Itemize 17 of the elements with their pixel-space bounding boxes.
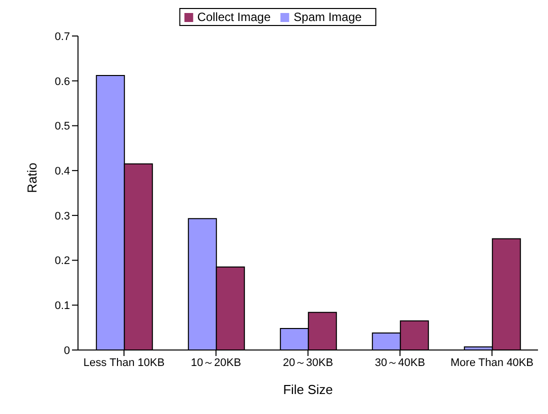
y-tick-label: 0.5 — [54, 120, 70, 133]
y-tick-label: 0.3 — [54, 210, 70, 222]
x-tick-label: 20～30KB — [282, 356, 334, 369]
x-tick-label: More Than 40KB — [450, 356, 534, 369]
y-tick-label: 0 — [64, 344, 70, 357]
y-tick-label: 0.2 — [54, 255, 70, 268]
y-axis-title: Ratio — [24, 162, 40, 193]
x-tick-label: Less Than 10KB — [83, 356, 165, 369]
legend-label: Spam Image — [294, 10, 362, 24]
legend-label: Collect Image — [197, 10, 271, 24]
x-tick-label: 10～20KB — [190, 356, 242, 369]
y-tick-label: 0.7 — [54, 30, 70, 43]
y-tick-label: 0.6 — [54, 76, 70, 88]
x-tick-label: 30～40KB — [374, 356, 426, 369]
y-tick-label: 0.1 — [54, 300, 70, 312]
x-axis-title: File Size — [283, 382, 333, 397]
y-tick-label: 0.4 — [54, 165, 70, 178]
